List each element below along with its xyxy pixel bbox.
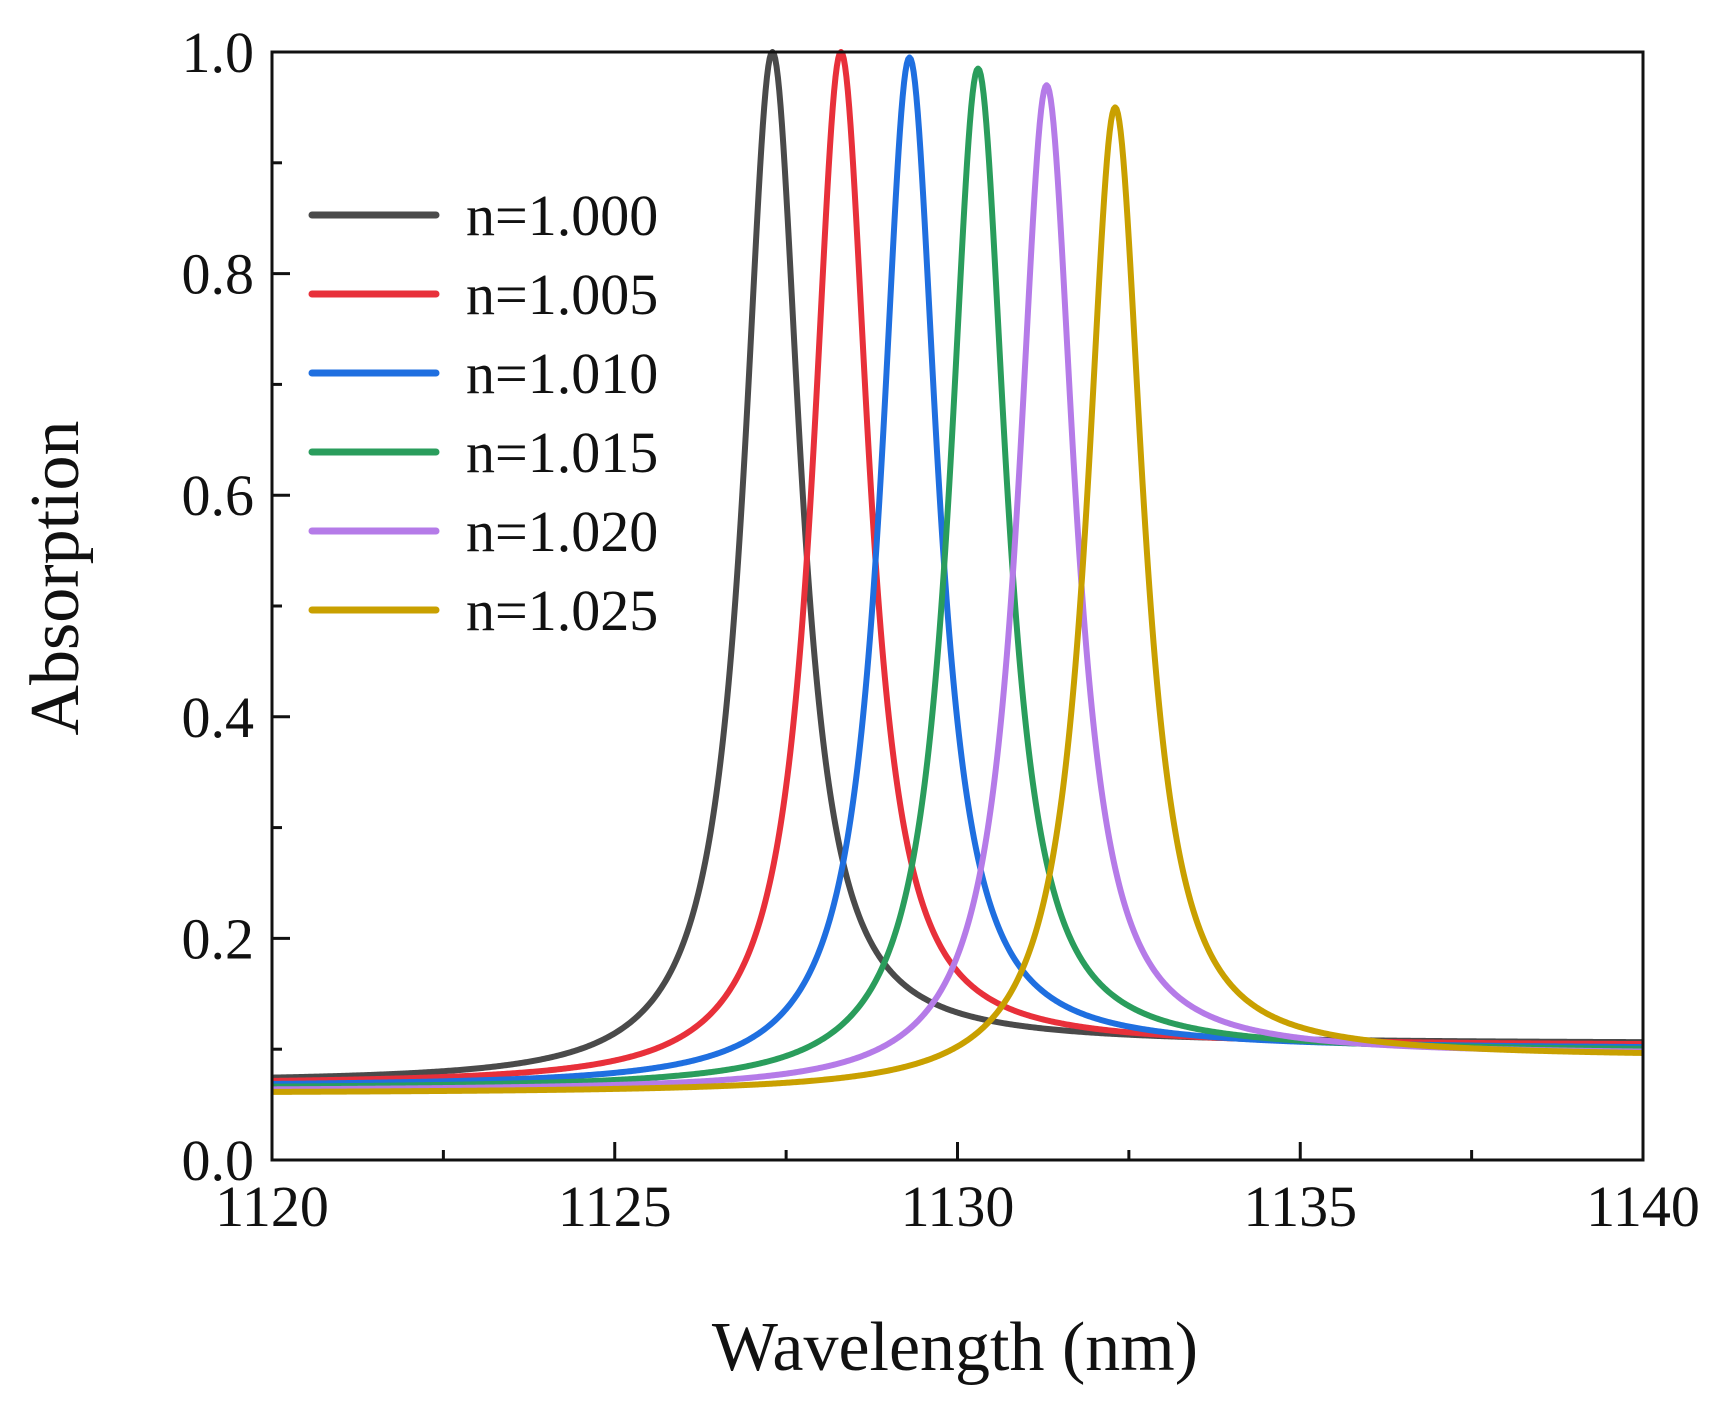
x-tick-label: 1120 — [215, 1174, 329, 1239]
legend-label-3: n=1.010 — [466, 341, 658, 406]
y-tick-label: 0.4 — [182, 685, 255, 750]
legend-label-5: n=1.020 — [466, 499, 658, 564]
legend: n=1.000 n=1.005 n=1.010 n=1.015 n=1.020 n=1.0… — [308, 183, 658, 643]
legend-label-4: n=1.015 — [466, 420, 658, 485]
legend-label-1: n=1.000 — [466, 183, 658, 248]
y-tick-label: 0.8 — [182, 242, 255, 307]
y-tick-label: 0.0 — [182, 1128, 255, 1193]
y-tick-label: 0.6 — [182, 463, 255, 528]
x-tick-label: 1130 — [901, 1174, 1015, 1239]
x-tick-label: 1125 — [558, 1174, 672, 1239]
y-tick-label: 1.0 — [182, 20, 255, 85]
x-tick-label: 1135 — [1243, 1174, 1357, 1239]
series-line-6 — [270, 104, 1645, 1095]
legend-label-6: n=1.025 — [466, 578, 658, 643]
y-axis-title: Absorption — [17, 421, 94, 736]
legend-label-2: n=1.005 — [466, 262, 658, 327]
axes-group: 1120 1125 1130 1135 1140 0.0 0.2 0.4 0.6 0.8 1.0 — [182, 20, 1700, 1239]
x-tick-label: 1140 — [1586, 1174, 1700, 1239]
series-group — [270, 49, 1645, 1095]
y-tick-label: 0.2 — [182, 906, 255, 971]
x-axis-title: Wavelength (nm) — [712, 1309, 1198, 1386]
